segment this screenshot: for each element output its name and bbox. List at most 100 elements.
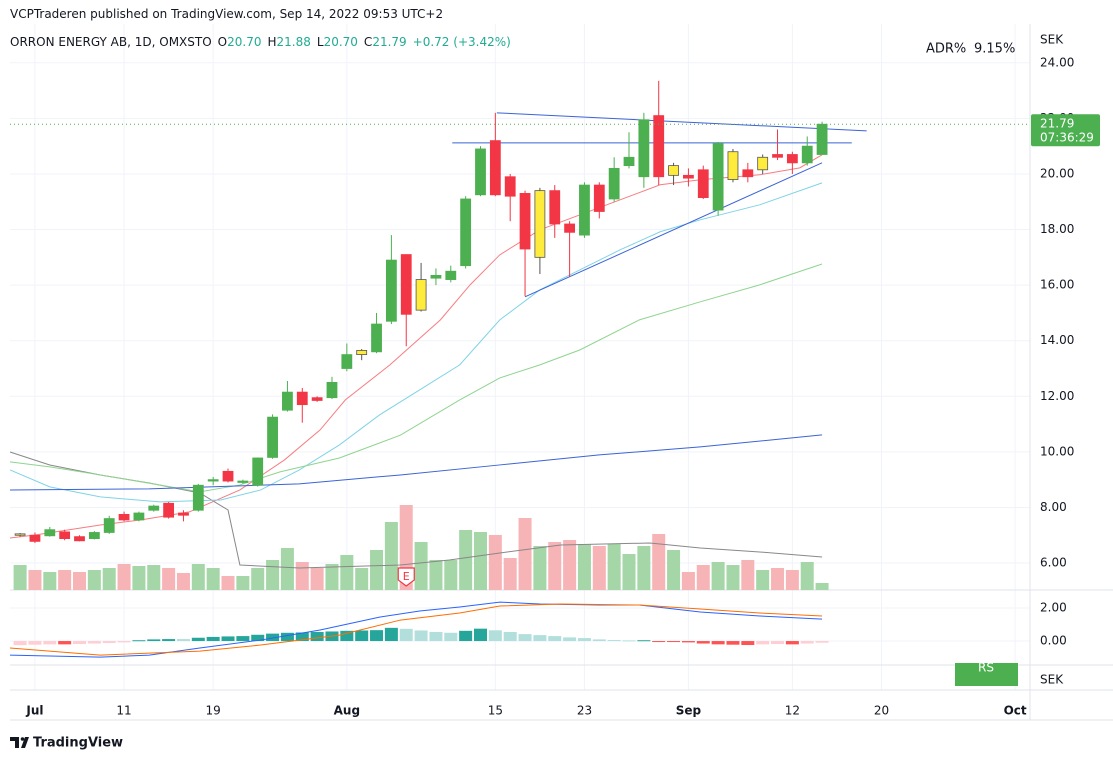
candle-body	[772, 154, 783, 158]
volume-bar	[607, 544, 621, 590]
volume-bar	[785, 570, 799, 590]
volume-bar	[384, 522, 398, 590]
candle-body	[801, 145, 813, 164]
macd-histogram	[488, 630, 502, 642]
y-tick-label: 18.00	[1040, 222, 1074, 236]
volume-bar	[325, 564, 339, 590]
legend: ORRON ENERGY AB, 1D, OMXSTO O20.70 H21.8…	[10, 35, 511, 49]
macd-histogram	[28, 641, 42, 645]
rs-label: RS	[978, 661, 994, 675]
candle-body	[786, 154, 798, 164]
candle-body	[400, 254, 412, 315]
macd-histogram	[607, 640, 621, 642]
candle-body	[475, 148, 486, 196]
macd-histogram	[266, 633, 280, 642]
candle-body	[341, 354, 353, 369]
volume-bar	[459, 530, 473, 590]
candle-body	[489, 140, 501, 196]
macd-histogram	[533, 635, 547, 642]
candle-body	[683, 174, 694, 179]
volume-bar	[622, 554, 636, 590]
volume-bar	[236, 576, 250, 590]
last-price-box	[1031, 114, 1100, 147]
candle-body	[638, 119, 650, 178]
x-tick-label: 19	[206, 704, 221, 718]
candle-body	[163, 502, 175, 518]
macd-histogram	[548, 636, 562, 642]
volume-bar	[667, 550, 681, 590]
volume-bar	[548, 542, 562, 590]
symbol: ORRON ENERGY AB, 1D, OMXSTO	[10, 35, 212, 49]
candle-body	[252, 457, 264, 486]
x-tick-label: Aug	[334, 704, 360, 718]
candle-body	[14, 533, 26, 536]
trendline	[524, 162, 823, 298]
legend-key: L	[316, 35, 324, 49]
volume-bar	[577, 544, 591, 590]
trendline	[496, 112, 867, 132]
candle-body	[579, 184, 590, 236]
moving-average	[9, 182, 823, 503]
volume-bar	[43, 572, 57, 590]
candle-body	[207, 479, 219, 482]
y-tick-label: 12.00	[1040, 389, 1074, 403]
y-tick-label: 24.00	[1040, 55, 1074, 69]
y-tick-label: 6.00	[1040, 556, 1067, 570]
legend-value: 21.79	[372, 35, 407, 49]
macd-line	[9, 601, 823, 658]
volume-bar	[13, 565, 27, 590]
macd-histogram	[756, 641, 770, 645]
macd-histogram	[399, 628, 413, 642]
macd-histogram	[815, 641, 829, 643]
candle-body	[549, 190, 561, 225]
volume-bar	[102, 568, 116, 590]
candle-body	[192, 484, 204, 511]
moving-average	[9, 154, 823, 539]
volume-bar	[132, 566, 146, 590]
candle-body	[593, 184, 605, 212]
volume-bar	[87, 570, 101, 590]
volume-bar	[28, 570, 42, 590]
candle-body	[415, 279, 427, 311]
legend-key: O	[217, 35, 228, 49]
candle-body	[757, 156, 769, 171]
x-tick-label: 23	[577, 704, 592, 718]
volume-bar	[681, 572, 695, 590]
macd-histogram	[310, 631, 324, 642]
legend-key: C	[363, 35, 373, 49]
volume-bar	[726, 565, 740, 590]
candle-body	[237, 480, 249, 483]
candle-body	[356, 350, 368, 356]
volume-bar	[162, 568, 176, 590]
volume-bar	[473, 532, 487, 590]
candle-body	[74, 536, 85, 542]
volume-bar	[800, 562, 814, 590]
x-tick-label: 15	[488, 704, 503, 718]
volume-bar	[756, 570, 770, 590]
countdown: 07:36:29	[1040, 131, 1094, 145]
y-tick-label: 16.00	[1040, 278, 1074, 292]
volume-bar	[370, 550, 384, 590]
macd-histogram	[459, 630, 473, 642]
volume-bar	[592, 546, 606, 590]
macd-histogram	[13, 641, 27, 646]
volume-bar	[355, 568, 369, 590]
macd-histogram	[473, 628, 487, 642]
candle-body	[118, 514, 130, 521]
candle-body	[504, 176, 516, 197]
macd-histogram	[414, 630, 428, 642]
y-tick-label: 2.00	[1040, 601, 1067, 615]
adr-value: 9.15%	[974, 42, 1015, 57]
candle-body	[608, 168, 620, 200]
macd-histogram	[652, 641, 666, 643]
publisher: VCPTraderen published on TradingView.com…	[10, 7, 444, 21]
candle-body	[623, 156, 635, 167]
candle-body	[385, 259, 397, 322]
macd-histogram	[503, 631, 517, 642]
x-tick-label: Sep	[676, 704, 702, 718]
candle-body	[564, 223, 576, 233]
macd-histogram	[132, 640, 146, 642]
candle-body	[29, 534, 41, 542]
macd-histogram	[696, 641, 710, 644]
